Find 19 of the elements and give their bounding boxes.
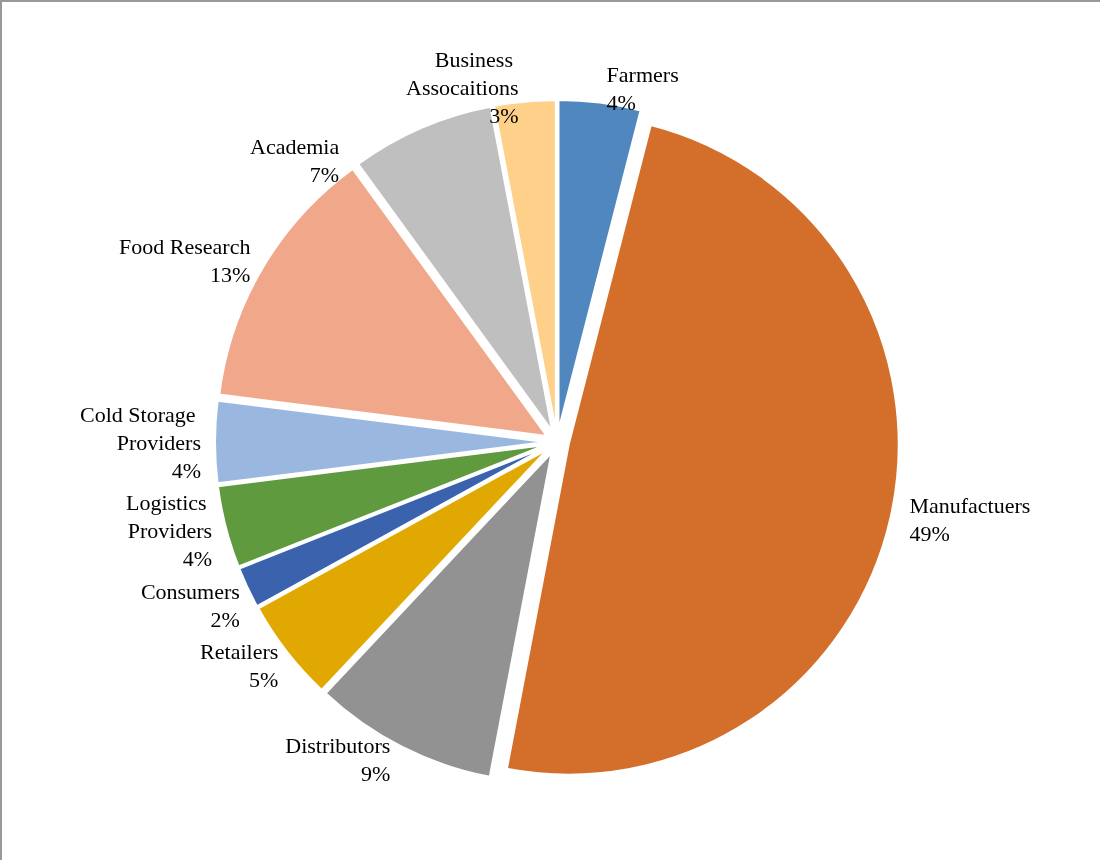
slice-label: Consumers — [140, 578, 240, 604]
data-label: 4% — [182, 546, 213, 572]
data-label: 9% — [361, 760, 391, 786]
slice-label: Cold Storage Providers — [80, 401, 201, 455]
slice-label: Manufactuers — [909, 493, 1031, 519]
slice-label: Business Assocaitions — [406, 47, 519, 101]
data-label: 5% — [248, 666, 279, 692]
slice-label: Logistics Providers — [125, 490, 213, 544]
data-label: 13% — [210, 262, 251, 288]
data-label: 7% — [309, 162, 340, 188]
data-label: 4% — [171, 457, 201, 483]
slice-label: Farmers — [606, 62, 679, 88]
data-label: 2% — [210, 606, 240, 632]
slice-label: Academia — [250, 134, 340, 160]
slice-label: Distributors — [285, 732, 391, 758]
data-label: 49% — [909, 521, 950, 547]
slice-label: Food Research — [119, 234, 251, 260]
slice-label: Retailers — [200, 638, 279, 664]
data-label: 3% — [489, 103, 519, 129]
